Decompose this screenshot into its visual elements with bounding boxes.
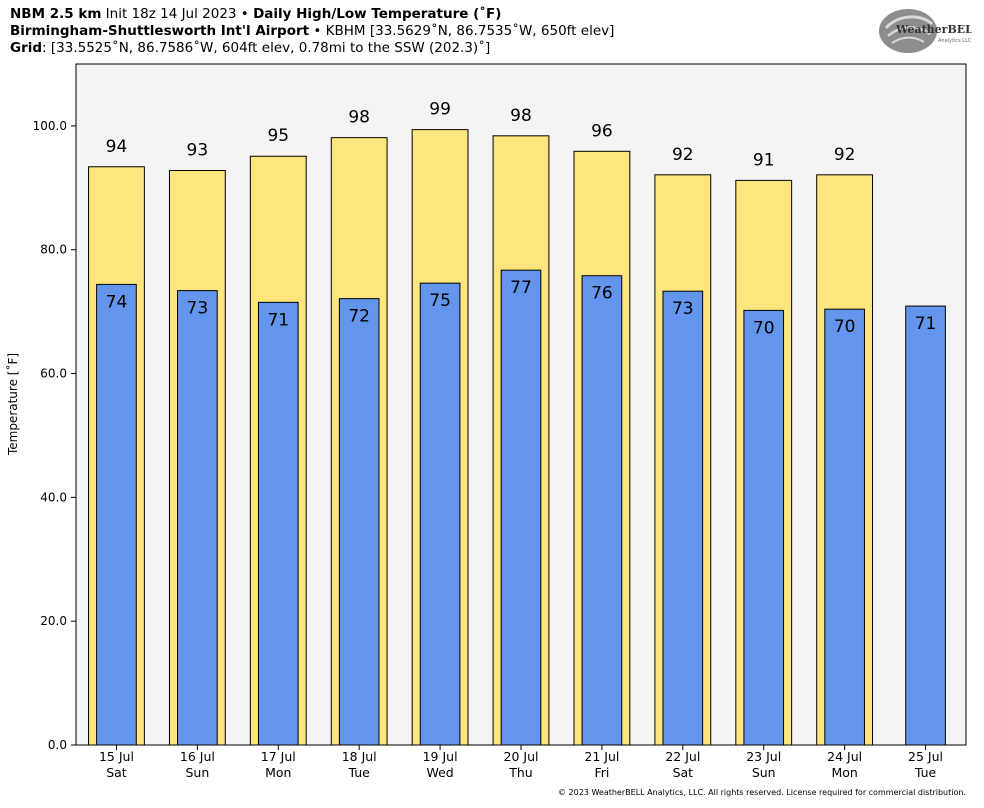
y-tick-label-4: 80.0	[40, 243, 67, 257]
bar-series2-10	[905, 305, 946, 746]
data-label-series1-9: 92	[834, 145, 856, 165]
data-label-series2-5: 77	[510, 278, 532, 298]
bar-series2-6	[581, 275, 623, 746]
y-axis: 0.0 20.0 40.0 60.0 80.0 100.0	[33, 119, 76, 752]
data-label-series1-3: 98	[348, 108, 370, 128]
init-time: Init 18z 14 Jul 2023 •	[101, 6, 254, 22]
chart-title-line-3: Grid: [33.5525˚N, 86.7586˚W, 604ft elev,…	[10, 40, 490, 57]
x-tick-date-6: 21 Jul	[584, 749, 619, 764]
x-tick-date-1: 16 Jul	[180, 749, 215, 764]
x-tick-day-9: Mon	[831, 765, 857, 780]
x-tick-day-1: Sun	[185, 765, 209, 780]
x-tick-day-3: Tue	[348, 765, 371, 780]
station-name: Birmingham-Shuttlesworth Int'l Airport	[10, 23, 310, 39]
y-tick-label-5: 100.0	[33, 119, 67, 133]
x-tick-date-0: 15 Jul	[99, 749, 134, 764]
chart-title-line-1: NBM 2.5 km Init 18z 14 Jul 2023 • Daily …	[10, 6, 501, 23]
x-tick-day-10: Tue	[914, 765, 937, 780]
x-tick-date-8: 23 Jul	[746, 749, 781, 764]
bar-series2-2	[257, 301, 299, 746]
y-tick-label-0: 0.0	[48, 738, 67, 752]
x-tick-day-7: Sat	[673, 765, 694, 780]
data-label-series1-5: 98	[510, 106, 532, 126]
x-tick-date-7: 22 Jul	[665, 749, 700, 764]
x-tick-day-8: Sun	[752, 765, 776, 780]
y-tick-label-3: 60.0	[40, 367, 67, 381]
data-label-series2-8: 70	[753, 318, 775, 338]
x-tick-day-6: Fri	[594, 765, 609, 780]
data-label-series2-9: 70	[834, 317, 856, 337]
bar-series2-1	[177, 290, 218, 746]
data-label-series2-10: 71	[915, 314, 937, 334]
x-tick-date-10: 25 Jul	[908, 749, 943, 764]
data-label-series1-8: 91	[753, 150, 775, 170]
bar-series2-8	[743, 309, 785, 746]
logo-subtext: Analytics LLC	[938, 38, 972, 44]
data-label-series1-1: 93	[187, 140, 209, 160]
data-label-series2-7: 73	[672, 299, 694, 319]
data-label-series2-4: 75	[429, 291, 451, 311]
bar-series2-3	[338, 298, 380, 746]
weatherbell-logo: WeatherBELL Analytics LLC	[879, 9, 972, 53]
data-label-series1-6: 96	[591, 121, 613, 141]
x-tick-date-2: 17 Jul	[261, 749, 296, 764]
chart-title-line-2: Birmingham-Shuttlesworth Int'l Airport •…	[10, 23, 614, 40]
copyright-notice: © 2023 WeatherBELL Analytics, LLC. All r…	[558, 788, 966, 797]
data-label-series1-4: 99	[429, 100, 451, 120]
y-tick-label-1: 20.0	[40, 614, 67, 628]
y-axis-label: Temperature [˚F]	[5, 353, 20, 456]
data-label-series1-7: 92	[672, 145, 694, 165]
data-label-series1-0: 94	[106, 137, 128, 157]
x-tick-day-4: Wed	[426, 765, 453, 780]
data-label-series2-2: 71	[267, 310, 289, 330]
grid-details: : [33.5525˚N, 86.7586˚W, 604ft elev, 0.7…	[42, 40, 491, 56]
bar-series2-9	[824, 308, 865, 746]
bar-series2-7	[662, 290, 704, 746]
x-tick-date-4: 19 Jul	[423, 749, 458, 764]
x-tick-day-2: Mon	[265, 765, 291, 780]
y-tick-label-2: 40.0	[40, 490, 67, 504]
x-tick-day-0: Sat	[106, 765, 127, 780]
x-tick-date-5: 20 Jul	[504, 749, 539, 764]
x-tick-day-5: Thu	[508, 765, 532, 780]
bar-series2-5	[500, 269, 542, 746]
x-tick-date-3: 18 Jul	[342, 749, 377, 764]
x-tick-date-9: 24 Jul	[827, 749, 862, 764]
bar-series2-4	[419, 282, 461, 746]
data-label-series2-3: 72	[348, 307, 370, 327]
data-label-series2-0: 74	[106, 292, 128, 312]
station-details: • KBHM [33.5629˚N, 86.7535˚W, 650ft elev…	[309, 23, 615, 39]
bar-series2-0	[96, 283, 137, 746]
product-name: Daily High/Low Temperature (˚F)	[253, 6, 502, 22]
data-label-series1-2: 95	[267, 126, 289, 146]
logo-text: WeatherBELL	[895, 23, 972, 36]
bars-layer: 94 93 95 98 99 98 96 92 91 92 74 73 71 72 75 77 76 73 70 70…	[88, 100, 946, 746]
grid-label: Grid	[10, 40, 43, 56]
data-label-series2-6: 76	[591, 284, 613, 304]
model-name: NBM 2.5 km	[10, 6, 102, 22]
data-label-series2-1: 73	[187, 299, 209, 319]
